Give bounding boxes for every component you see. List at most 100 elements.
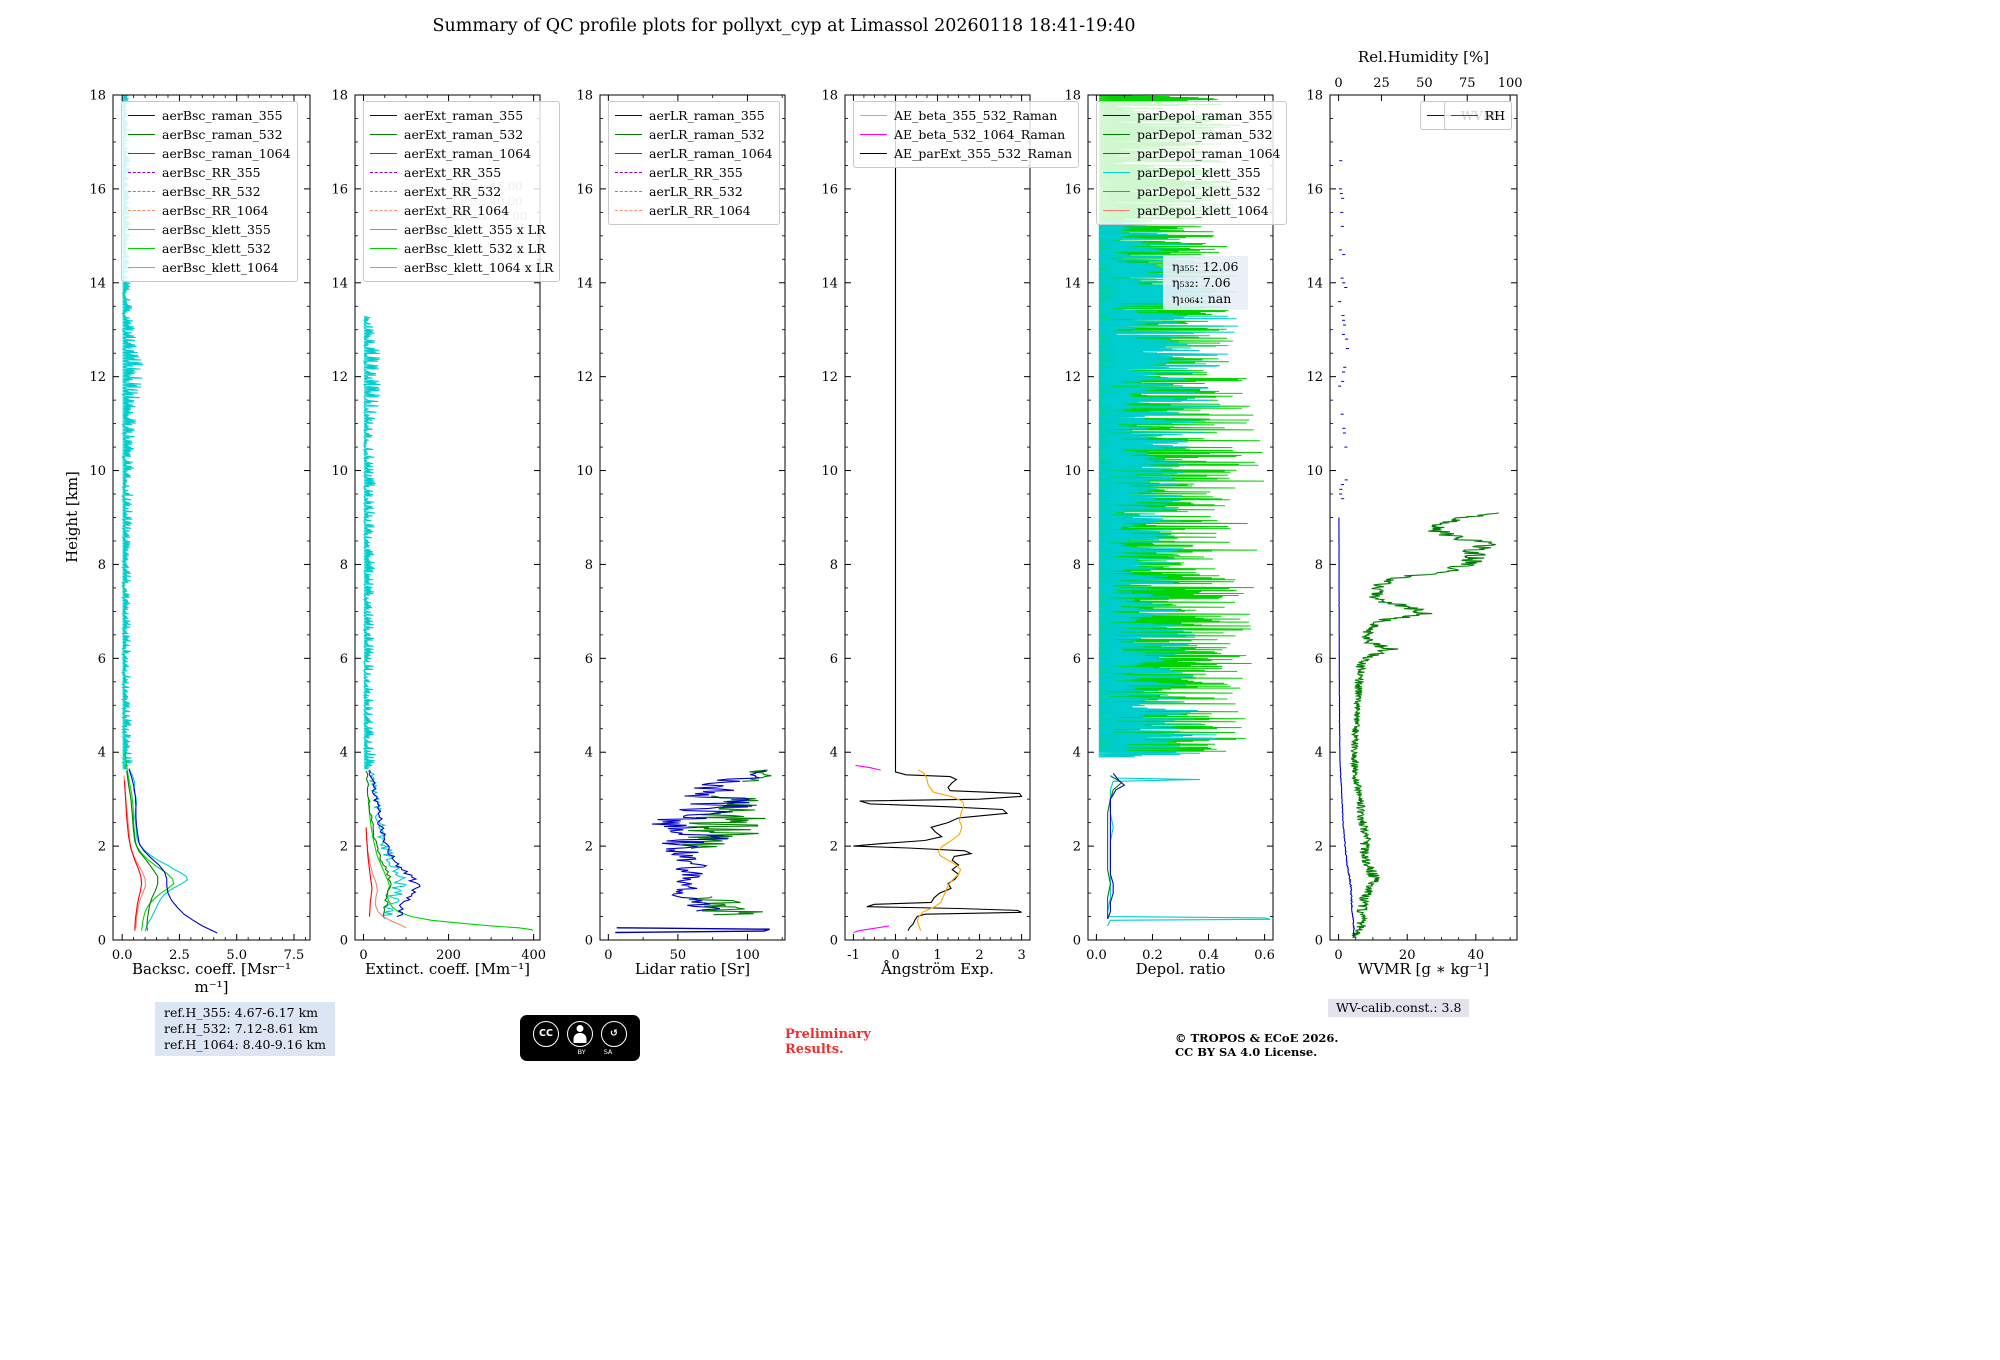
xlabel-depol: Depol. ratio xyxy=(1135,960,1226,978)
refh-532: ref.H_532: 7.12-8.61 km xyxy=(164,1021,319,1036)
y-tick-label: 10 xyxy=(576,464,593,479)
x-tick-label: 0.6 xyxy=(1254,948,1275,963)
legend-item-label: aerBsc_klett_355 x LR xyxy=(404,222,546,237)
legend-item: aerBsc_klett_532 xyxy=(128,239,291,258)
x-tick-label: 200 xyxy=(436,948,461,963)
preliminary-line-2: Results. xyxy=(785,1042,844,1057)
legend-item-label: aerLR_raman_532 xyxy=(649,127,765,142)
legend-line-sample xyxy=(1103,191,1130,192)
y-tick-label: 14 xyxy=(821,276,838,291)
legend-panel-lidar-ratio: aerLR_raman_355 aerLR_raman_532 aerLR_rama… xyxy=(608,101,780,225)
panel-extinction: 0 2 4 6 8 10 12 14 16 18 0 200 400 xyxy=(331,89,546,964)
x-tick-label: 50 xyxy=(670,948,687,963)
legend-line-sample xyxy=(1426,115,1454,116)
x-tick-label: 0 xyxy=(1334,948,1342,963)
legend-item: aerExt_RR_355 xyxy=(370,163,553,182)
y-tick-label: 14 xyxy=(331,276,348,291)
legend-item: aerBsc_klett_1064 xyxy=(128,258,291,277)
y-tick-label: 18 xyxy=(1306,89,1323,104)
axes-frame xyxy=(1329,94,1518,941)
legend-item-label: aerBsc_raman_355 xyxy=(162,108,283,123)
legend-line-sample xyxy=(370,248,397,249)
legend-item-label: aerLR_RR_355 xyxy=(649,165,743,180)
series-RH xyxy=(1349,512,1499,939)
legend-item-label: aerLR_raman_355 xyxy=(649,108,765,123)
legend-panel-angstrom: AE_beta_355_532_Raman AE_beta_532_1064_Ra… xyxy=(853,101,1080,168)
legend-line-sample xyxy=(370,172,397,173)
series-aerBsc_raman_1064 xyxy=(123,780,143,931)
y-axis-label: Height [km] xyxy=(63,471,81,563)
legend-line-sample xyxy=(1103,134,1130,135)
cc-icon-text: CC xyxy=(539,1028,553,1039)
y-tick-label: 14 xyxy=(576,276,593,291)
top-axis-tick-label: 50 xyxy=(1416,76,1433,91)
panel-backscatter: 0 2 4 6 8 10 12 14 16 18 0.0 2.5 5.0 7.5 xyxy=(89,89,311,963)
person-head xyxy=(576,1024,584,1032)
y-tick-label: 4 xyxy=(98,746,106,761)
legend-item-label: aerExt_raman_1064 xyxy=(404,146,532,161)
legend-line-sample xyxy=(370,267,397,268)
legend-line-sample xyxy=(615,153,642,154)
y-tick-label: 8 xyxy=(340,558,348,573)
legend-item-label: parDepol_raman_532 xyxy=(1137,127,1273,142)
y-tick-label: 16 xyxy=(576,182,593,197)
reference-height-annotation: ref.H_355: 4.67-6.17 km ref.H_532: 7.12-… xyxy=(155,1002,335,1056)
panel-wvmr: 0 2 4 6 8 10 12 14 16 18 0 20 40 0 25 50 75 100 xyxy=(1306,76,1522,963)
legend-item: aerBsc_RR_1064 xyxy=(128,201,291,220)
legend-line-sample xyxy=(615,115,642,116)
copyright-line-1: © TROPOS & ECoE 2026. xyxy=(1175,1031,1339,1045)
y-tick-label: 10 xyxy=(1064,464,1081,479)
legend-item: parDepol_raman_355 xyxy=(1103,106,1280,125)
legend-item: aerBsc_raman_355 xyxy=(128,106,291,125)
copyright-line-2: CC BY SA 4.0 License. xyxy=(1175,1045,1318,1059)
series-parDepol_klett_355 xyxy=(1107,775,1271,927)
x-tick-label: 0.0 xyxy=(112,948,133,963)
top-axis-label-rh: Rel.Humidity [%] xyxy=(1357,48,1490,66)
legend-item: aerBsc_RR_532 xyxy=(128,182,291,201)
series-aerExt_raman_1064 xyxy=(365,827,373,917)
x-tick-label: 0.2 xyxy=(1142,948,1163,963)
legend-item-label: aerBsc_raman_532 xyxy=(162,127,283,142)
legend-item: aerBsc_raman_1064 xyxy=(128,144,291,163)
legend-line-sample xyxy=(128,210,155,211)
x-tick-label: 3 xyxy=(1017,948,1025,963)
series-AE_beta_532_1064_Raman xyxy=(853,925,890,934)
y-tick-label: 2 xyxy=(585,840,593,855)
legend-line-sample xyxy=(370,191,397,192)
xlabel-lidar-ratio: Lidar ratio [Sr] xyxy=(634,960,751,978)
legend-line-sample xyxy=(128,267,155,268)
eta-532-value: η₅₃₂: 7.06 xyxy=(1172,275,1231,290)
y-tick-label: 0 xyxy=(98,934,106,949)
series-group-extinction xyxy=(362,315,534,931)
y-tick-label: 12 xyxy=(89,370,106,385)
legend-item-label: AE_parExt_355_532_Raman xyxy=(894,146,1073,161)
legend-item: parDepol_raman_532 xyxy=(1103,125,1280,144)
legend-item: aerLR_RR_355 xyxy=(615,163,773,182)
y-tick-label: 16 xyxy=(1064,182,1081,197)
legend-item: aerBsc_klett_1064 x LR xyxy=(370,258,553,277)
legend-item: aerExt_raman_355 xyxy=(370,106,553,125)
y-tick-label: 2 xyxy=(830,840,838,855)
y-tick-label: 18 xyxy=(89,89,106,104)
y-tick-label: 2 xyxy=(340,840,348,855)
legend-item: aerLR_RR_1064 xyxy=(615,201,773,220)
legend-item-label: parDepol_klett_532 xyxy=(1137,184,1261,199)
y-tick-label: 0 xyxy=(585,934,593,949)
x-tick-label: 400 xyxy=(521,948,546,963)
y-tick-label: 8 xyxy=(585,558,593,573)
series-aerLR_raman_532_top xyxy=(742,769,772,782)
xlabel-wvmr: WVMR [g ∗ kg⁻¹] xyxy=(1357,960,1490,978)
y-tick-label: 10 xyxy=(89,464,106,479)
series-aerLR_raman_355 xyxy=(651,769,768,912)
y-tick-label: 18 xyxy=(1064,89,1081,104)
y-tick-label: 4 xyxy=(1315,746,1323,761)
eta-annotation: η₃₅₅: 12.06 η₅₃₂: 7.06 η₁₀₆₄: nan xyxy=(1163,256,1248,310)
series-parDepol_klett_355_noise xyxy=(1098,221,1239,758)
legend-item: aerLR_raman_532 xyxy=(615,125,773,144)
y-tick-label: 12 xyxy=(331,370,348,385)
legend-item: aerBsc_klett_355 x LR xyxy=(370,220,553,239)
x-tick-label: 20 xyxy=(1399,948,1416,963)
y-tick-label: 6 xyxy=(1073,652,1081,667)
legend-item: aerBsc_RR_355 xyxy=(128,163,291,182)
